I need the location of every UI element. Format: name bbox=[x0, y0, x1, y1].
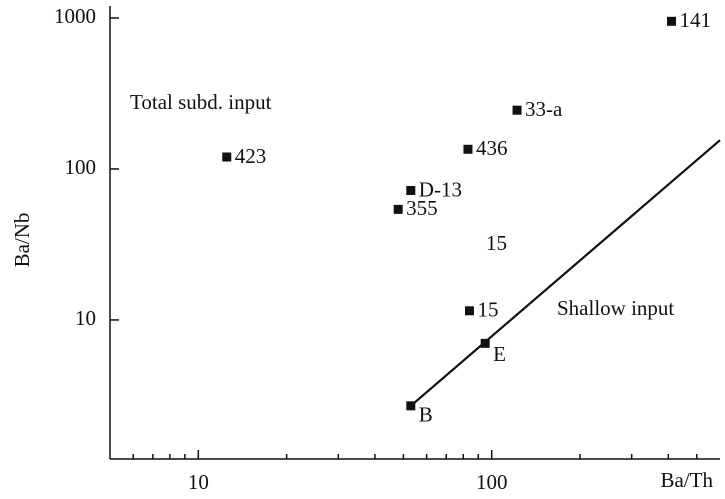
y-axis-label: Ba/Nb bbox=[10, 213, 34, 268]
x-tick-label: 100 bbox=[476, 470, 508, 494]
point-label: E bbox=[493, 342, 506, 366]
y-tick-label: 1000 bbox=[54, 4, 96, 28]
annotation: Total subd. input bbox=[130, 90, 272, 114]
y-tick-label: 100 bbox=[65, 155, 97, 179]
trend-line bbox=[410, 139, 721, 407]
point bbox=[393, 204, 403, 214]
point bbox=[480, 338, 490, 348]
point-label: 15 bbox=[477, 298, 498, 322]
annotation: Shallow input bbox=[557, 296, 674, 320]
point bbox=[463, 144, 473, 154]
point bbox=[406, 185, 416, 195]
point bbox=[464, 306, 474, 316]
point bbox=[512, 105, 522, 115]
point bbox=[666, 16, 676, 26]
y-tick-label: 10 bbox=[75, 306, 96, 330]
x-axis-label: Ba/Th bbox=[661, 468, 714, 492]
point bbox=[222, 152, 232, 162]
x-tick-label: 10 bbox=[188, 470, 209, 494]
point-label: 33-a bbox=[525, 97, 563, 121]
point-label: 355 bbox=[406, 196, 438, 220]
annotation: 15 bbox=[486, 231, 507, 255]
point-label: 423 bbox=[235, 144, 267, 168]
point-label: 141 bbox=[679, 8, 711, 32]
point-label: D-13 bbox=[419, 177, 462, 201]
point-label: 436 bbox=[476, 136, 508, 160]
point-label: B bbox=[419, 403, 433, 427]
point bbox=[406, 401, 416, 411]
